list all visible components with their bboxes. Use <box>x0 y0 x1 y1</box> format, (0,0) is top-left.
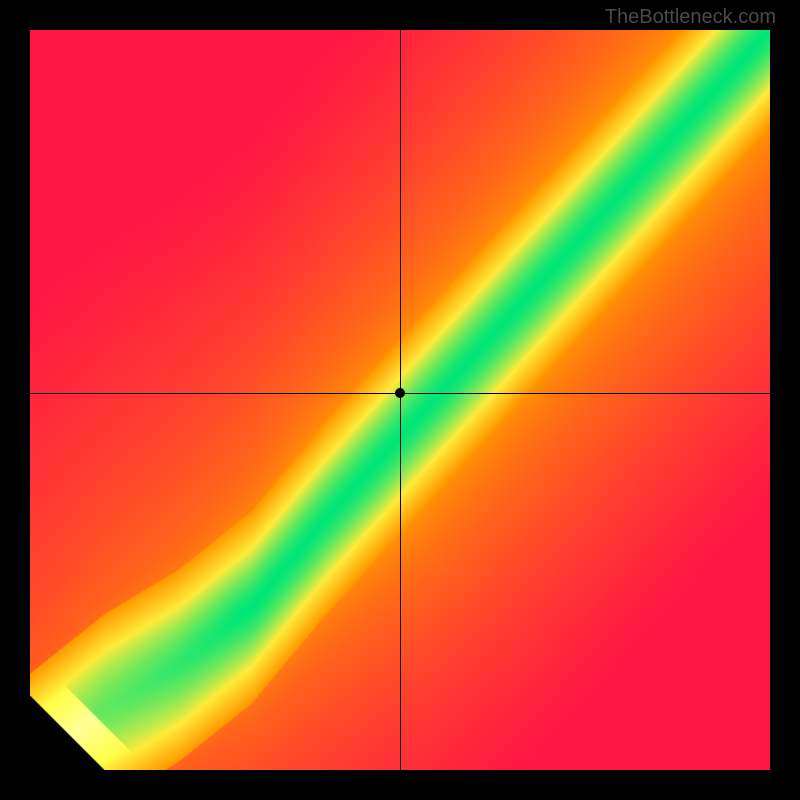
watermark-text: TheBottleneck.com <box>605 6 776 29</box>
data-point-marker <box>395 388 405 398</box>
bottleneck-heatmap <box>30 30 770 770</box>
crosshair-vertical <box>400 30 401 770</box>
